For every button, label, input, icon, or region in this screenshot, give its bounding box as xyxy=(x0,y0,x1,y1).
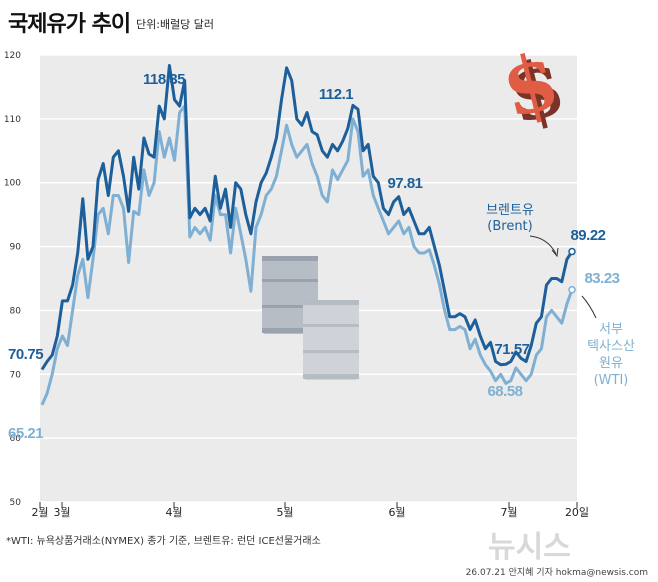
y-axis-ticks: 50 60 70 80 90 100 110 120 xyxy=(4,51,21,508)
x-tick-label: 5월 xyxy=(276,506,293,519)
x-axis-ticks: 2월 3월 4월 5월 6월 7월 20일 xyxy=(31,502,589,519)
y-tick-label: 60 xyxy=(10,434,22,444)
footnote: *WTI: 뉴욕상품거래소(NYMEX) 종가 기준, 브렌트유: 런던 ICE… xyxy=(6,536,321,547)
data-labels: 70.75 118.35 112.1 97.81 71.57 89.22 65.21 68.5… xyxy=(8,71,620,442)
data-label: 118.35 xyxy=(143,71,185,88)
watermark-logo: 뉴시스 xyxy=(488,530,571,565)
y-tick-label: 80 xyxy=(10,306,22,316)
unit-label: 단위:배럴당 달러 xyxy=(136,18,215,31)
wti-series-label: (WTI) xyxy=(594,373,629,388)
data-label: 112.1 xyxy=(319,86,353,103)
x-tick-label: 7월 xyxy=(500,506,517,519)
y-tick-label: 70 xyxy=(10,370,22,380)
x-tick-label: 20일 xyxy=(565,505,589,519)
x-tick-label: 3월 xyxy=(53,506,70,519)
wti-pointer-line xyxy=(581,295,597,319)
data-label: 65.21 xyxy=(8,425,43,442)
data-label: 70.75 xyxy=(8,346,43,363)
wti-series-label: 텍사스산 xyxy=(587,339,635,354)
y-tick-label: 50 xyxy=(10,498,22,508)
brent-end-marker xyxy=(568,247,576,256)
x-tick-label: 4월 xyxy=(165,506,182,519)
data-label: 97.81 xyxy=(387,175,422,192)
wti-end-marker xyxy=(568,286,576,294)
data-label: 83.23 xyxy=(584,270,619,287)
y-tick-label: 90 xyxy=(10,243,22,253)
y-tick-label: 100 xyxy=(4,179,21,189)
data-label: 89.22 xyxy=(570,227,605,244)
y-tick-label: 110 xyxy=(4,115,21,125)
page-title: 국제유가 추이 xyxy=(8,12,131,37)
wti-series-line xyxy=(40,104,574,406)
x-tick-label: 2월 xyxy=(31,506,48,519)
y-tick-label: 120 xyxy=(4,51,21,61)
data-label: 68.58 xyxy=(487,383,522,400)
brent-series-label: (Brent) xyxy=(487,219,532,234)
credit-line: 26.07.21 안지혜 기자 hokma@newsis.com xyxy=(465,568,648,578)
wti-series-label: 원유 xyxy=(599,356,623,371)
brent-series-label: 브렌트유 xyxy=(486,203,534,218)
x-tick-label: 6월 xyxy=(388,506,405,519)
wti-series-label: 서부 xyxy=(599,322,623,337)
brent-series-line xyxy=(40,64,574,371)
brent-pointer-line xyxy=(529,235,557,255)
data-label: 71.57 xyxy=(494,341,529,358)
oil-barrel-icon xyxy=(303,300,359,380)
